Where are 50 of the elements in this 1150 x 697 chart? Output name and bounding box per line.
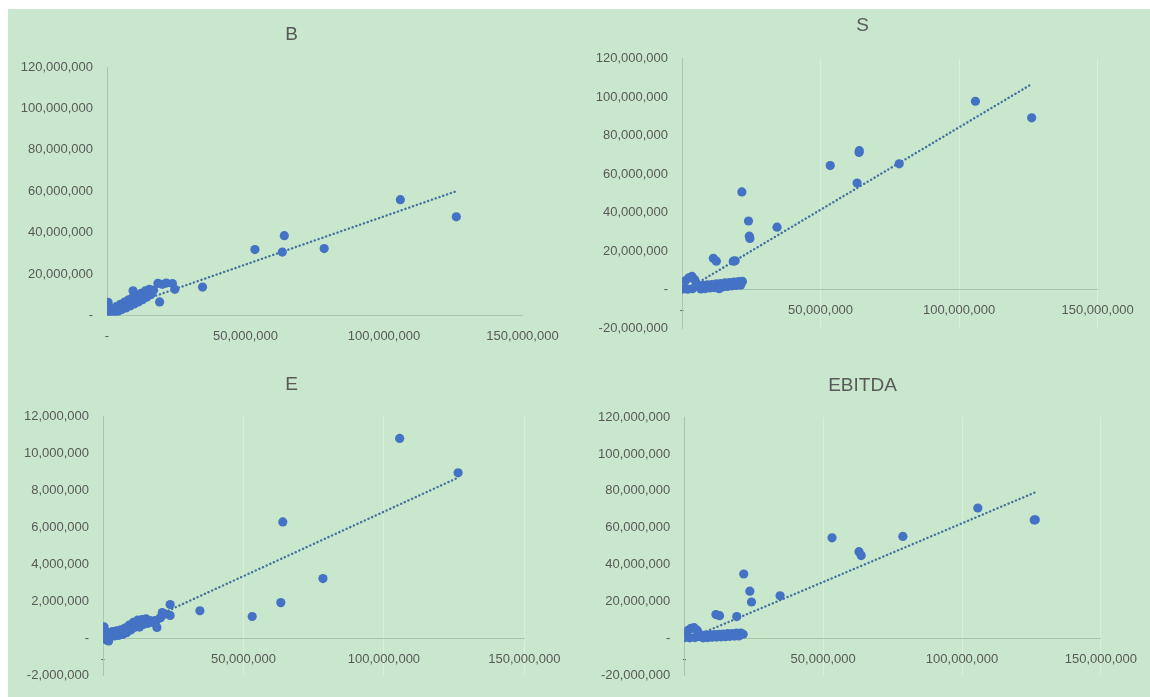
x-tick-label: 150,000,000 xyxy=(488,650,561,666)
y-tick-label: 120,000,000 xyxy=(595,50,668,66)
chart-title: E xyxy=(284,373,299,395)
y-tick-label: -2,000,000 xyxy=(26,666,89,682)
y-tick-label: 100,000,000 xyxy=(595,88,668,104)
y-tick-label: - xyxy=(663,281,668,297)
x-tick-label: - xyxy=(104,327,110,343)
y-tick-label: 2,000,000 xyxy=(31,592,89,608)
x-tick-label: 100,000,000 xyxy=(925,650,999,666)
y-tick-label: 20,000,000 xyxy=(27,265,93,281)
x-tick-label: 100,000,000 xyxy=(922,302,996,318)
chart-title: EBITDA xyxy=(827,374,898,396)
y-tick-label: 40,000,000 xyxy=(605,556,671,572)
y-tick-label: 6,000,000 xyxy=(31,518,89,534)
y-tick-label: 100,000,000 xyxy=(20,99,93,115)
y-tick-label: 120,000,000 xyxy=(20,58,93,74)
y-tick-label: 10,000,000 xyxy=(23,444,89,460)
y-tick-label: 60,000,000 xyxy=(602,165,668,181)
x-tick-label: - xyxy=(100,650,106,666)
y-tick-label: 100,000,000 xyxy=(598,445,671,461)
y-tick-label: 80,000,000 xyxy=(605,482,671,498)
x-tick-label: 50,000,000 xyxy=(790,650,856,666)
y-tick-label: 60,000,000 xyxy=(27,182,93,198)
x-tick-label: 50,000,000 xyxy=(212,327,279,343)
y-tick-label: 12,000,000 xyxy=(23,407,89,423)
x-tick-label: 50,000,000 xyxy=(787,302,854,318)
x-tick-label: - xyxy=(679,302,685,318)
y-tick-label: 40,000,000 xyxy=(27,224,93,240)
x-tick-label: 150,000,000 xyxy=(1064,650,1137,666)
y-tick-label: 20,000,000 xyxy=(602,242,668,258)
y-tick-label: 60,000,000 xyxy=(605,519,671,535)
y-tick-label: 20,000,000 xyxy=(605,593,671,609)
y-tick-label: - xyxy=(665,629,671,645)
x-tick-label: 100,000,000 xyxy=(347,650,421,666)
x-tick-label: 150,000,000 xyxy=(486,327,559,343)
x-tick-label: 100,000,000 xyxy=(347,327,421,343)
y-tick-label: 40,000,000 xyxy=(602,204,668,220)
y-tick-label: -20,000,000 xyxy=(600,666,671,682)
y-tick-label: 80,000,000 xyxy=(602,127,668,143)
y-tick-label: 80,000,000 xyxy=(27,141,93,157)
y-tick-label: 4,000,000 xyxy=(31,555,89,571)
chart-title: B xyxy=(284,23,299,45)
x-tick-label: 150,000,000 xyxy=(1061,302,1134,318)
x-tick-label: 50,000,000 xyxy=(210,650,277,666)
y-tick-label: 8,000,000 xyxy=(31,481,89,497)
y-tick-label: - xyxy=(84,629,89,645)
x-tick-label: - xyxy=(682,650,687,666)
y-tick-label: -20,000,000 xyxy=(598,319,668,335)
chart-title: S xyxy=(855,14,870,36)
y-tick-label: 120,000,000 xyxy=(598,408,671,424)
